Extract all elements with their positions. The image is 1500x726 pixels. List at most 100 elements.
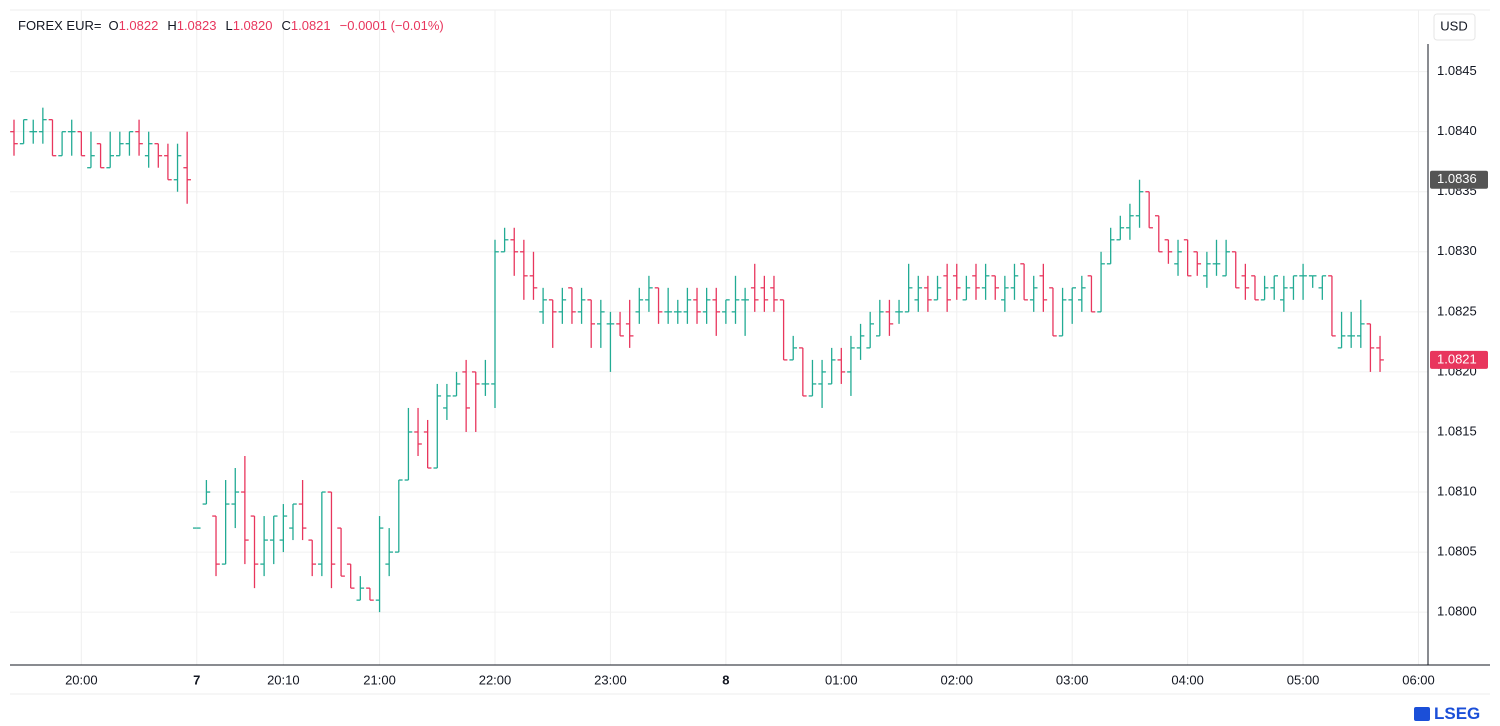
ohlc-bar — [279, 504, 288, 553]
ohlc-bar — [683, 287, 692, 324]
ohlc-bar — [221, 480, 230, 565]
ohlc-bar — [58, 131, 66, 157]
logo-icon — [1414, 707, 1430, 721]
ohlc-bar — [1164, 239, 1173, 264]
x-tick-label: 01:00 — [825, 672, 858, 687]
y-tick-label: 1.0825 — [1437, 303, 1477, 318]
ohlc-bar — [1328, 275, 1336, 337]
ohlc-bar — [1135, 179, 1144, 228]
ohlc-bar — [135, 119, 143, 156]
y-tick-label: 1.0805 — [1437, 544, 1477, 559]
ohlc-bar — [289, 503, 297, 541]
price-marker — [1430, 170, 1488, 189]
x-tick-label: 04:00 — [1171, 672, 1204, 687]
ohlc-bar — [366, 587, 374, 601]
ohlc-bar — [645, 275, 653, 312]
ohlc-bar — [1145, 191, 1153, 229]
ohlc-bar — [750, 263, 759, 312]
ohlc-bar — [808, 359, 817, 397]
ohlc-bar — [423, 419, 432, 469]
ohlc-bar — [19, 119, 28, 145]
ohlc-bar — [962, 275, 971, 301]
ohlc-bar — [847, 335, 855, 396]
ohlc-bar — [404, 407, 413, 481]
ohlc-bar — [116, 131, 124, 157]
source-logo: LSEG — [1414, 704, 1480, 724]
ohlc-bar — [1010, 263, 1019, 300]
ohlc-bar — [799, 347, 807, 397]
ohlc-bar — [10, 119, 18, 156]
ohlc-bar — [1366, 323, 1375, 372]
ohlc-bar — [452, 371, 461, 397]
x-tick-label: 02:00 — [940, 672, 973, 687]
ohlc-bar — [443, 383, 451, 420]
ohlc-bar — [1212, 239, 1221, 276]
ohlc-bar — [1020, 263, 1028, 301]
ohlc-bar — [269, 515, 278, 565]
ohlc-bar — [991, 275, 1000, 300]
ohlc-bar — [914, 275, 923, 312]
ohlc-bar — [462, 359, 470, 432]
ohlc-bar — [673, 299, 682, 324]
ohlc-bar — [789, 335, 798, 361]
ohlc-bar — [779, 299, 788, 361]
symbol: FOREX EUR= — [18, 18, 102, 33]
x-tick-label: 7 — [193, 672, 200, 687]
ohlc-bar — [529, 251, 538, 300]
ohlc-bar — [616, 311, 624, 337]
ohlc-bar — [731, 275, 740, 324]
ohlc-bar — [481, 359, 490, 396]
ohlc-bar — [712, 287, 721, 336]
ohlc-bar — [548, 299, 557, 348]
ohlc-bar — [87, 131, 95, 169]
ohlc-bar — [1337, 311, 1346, 349]
ohlc-bar — [1174, 239, 1182, 276]
ohlc-bar — [173, 143, 182, 192]
ohlc-bar — [1154, 215, 1163, 253]
currency[interactable]: USD — [1440, 18, 1467, 33]
ohlc-bar — [741, 287, 749, 336]
price-marker-label: 1.0836 — [1437, 171, 1477, 186]
ohlc-bar — [924, 275, 932, 312]
legend-header: FOREX EUR= O1.0822 H1.0823 L1.0820 C1.0821 −0… — [18, 18, 444, 33]
ohlc-bar — [202, 480, 211, 505]
y-tick-label: 1.0800 — [1437, 604, 1477, 619]
ohlc-bar — [1183, 239, 1192, 277]
ohlc-bar — [635, 287, 644, 324]
ohlc-bar — [67, 119, 76, 156]
ohlc-bar — [1251, 275, 1259, 301]
ohlc-bar — [539, 287, 547, 324]
ohlc-bar — [827, 347, 836, 385]
ohlc-bar — [125, 131, 134, 156]
x-tick-label: 8 — [722, 672, 729, 687]
ohlc-bar — [885, 299, 894, 336]
ohlc-bar — [1222, 239, 1230, 277]
x-tick-label: 05:00 — [1287, 672, 1320, 687]
ohlc-bar — [1058, 287, 1067, 337]
ohlc-bar — [1376, 335, 1384, 372]
change: −0.0001 (−0.01%) — [339, 18, 444, 33]
ohlc-bar — [491, 239, 499, 408]
currency-box[interactable] — [1433, 13, 1476, 41]
ohlc-bar — [1231, 251, 1240, 289]
field-key: L — [225, 18, 233, 33]
ohlc-bar — [597, 299, 605, 348]
ohlc-bar — [154, 143, 163, 168]
ohlc-bar — [433, 383, 442, 469]
ohlc-bar — [568, 287, 576, 324]
field-value: 1.0822 — [118, 18, 159, 33]
field-value: 1.0821 — [290, 18, 331, 33]
source: LSEG — [1434, 704, 1481, 723]
ohlc-bar — [693, 287, 701, 324]
ohlc-bar — [1299, 263, 1307, 300]
field-value: 1.0820 — [232, 18, 273, 33]
ohlc-bar — [96, 143, 105, 169]
ohlc-bar — [164, 143, 172, 181]
ohlc-bar — [356, 576, 365, 601]
ohlc-bar — [818, 359, 826, 408]
ohlc-bar — [250, 515, 259, 589]
ohlc-bar — [385, 528, 393, 577]
ohlc-bar — [1068, 287, 1076, 324]
ohlc-bar — [577, 287, 586, 324]
